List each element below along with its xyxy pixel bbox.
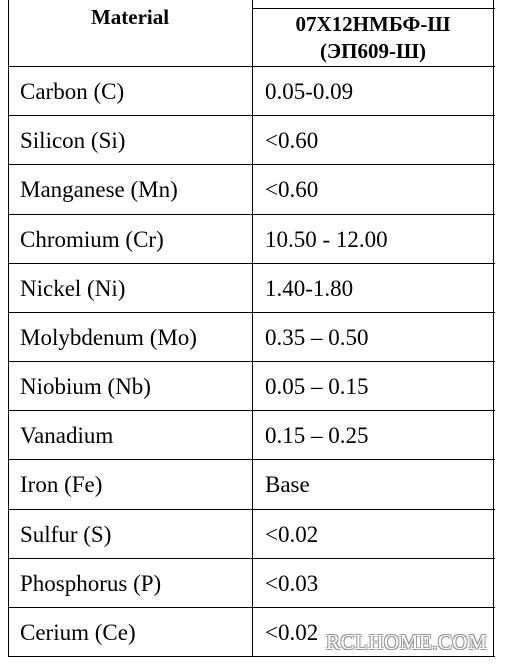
composition-value: 0.35 – 0.50 [265, 324, 369, 350]
material-name: Nickel (Ni) [20, 275, 126, 301]
watermark: RCLHOME.COM [326, 630, 488, 654]
row-rule [8, 213, 495, 215]
row-rule [8, 459, 495, 461]
row-rule [8, 262, 495, 264]
material-name: Vanadium [20, 423, 114, 449]
material-name: Silicon (Si) [20, 128, 126, 154]
material-name: Chromium (Cr) [20, 226, 164, 252]
composition-value: 0.15 – 0.25 [265, 423, 369, 449]
row-rule [8, 656, 495, 657]
material-name: Cerium (Ce) [20, 619, 136, 645]
row-rule [8, 115, 495, 117]
composition-value: <0.03 [265, 570, 319, 596]
composition-value: 0.05-0.09 [265, 79, 354, 104]
composition-value: <0.02 [265, 619, 319, 645]
material-name: Sulfur (S) [20, 521, 112, 547]
row-rule [8, 66, 495, 67]
row-rule [8, 164, 495, 166]
row-rule [8, 311, 495, 313]
material-name: Molybdenum (Mo) [20, 324, 197, 350]
column-divider [252, 0, 253, 657]
composition-value: <0.60 [265, 128, 319, 154]
table-border [493, 0, 494, 657]
header-material: Material [90, 5, 170, 29]
row-rule [8, 606, 495, 608]
material-name: Iron (Fe) [20, 472, 103, 498]
composition-value: <0.02 [265, 521, 319, 547]
header-rule [252, 8, 495, 9]
material-name: Manganese (Mn) [20, 177, 178, 203]
composition-value: 0.05 – 0.15 [265, 374, 369, 399]
material-name: Niobium (Nb) [20, 374, 151, 399]
row-rule [8, 361, 495, 362]
material-name: Phosphorus (P) [20, 570, 162, 596]
material-name: Carbon (C) [20, 79, 125, 104]
composition-value: <0.60 [265, 177, 319, 203]
composition-value: 1.40-1.80 [265, 275, 354, 301]
row-rule [8, 557, 495, 559]
row-rule [8, 508, 495, 510]
header-alloy: 07Х12НМБФ-Ш [295, 12, 451, 36]
header-alloy: (ЭП609-Ш) [319, 39, 427, 63]
composition-value: 10.50 - 12.00 [265, 226, 388, 252]
row-rule [8, 410, 495, 412]
composition-value: Base [265, 472, 310, 498]
table-border [8, 0, 9, 657]
